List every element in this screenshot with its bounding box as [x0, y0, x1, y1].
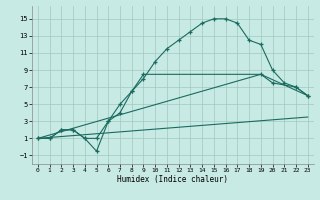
X-axis label: Humidex (Indice chaleur): Humidex (Indice chaleur): [117, 175, 228, 184]
